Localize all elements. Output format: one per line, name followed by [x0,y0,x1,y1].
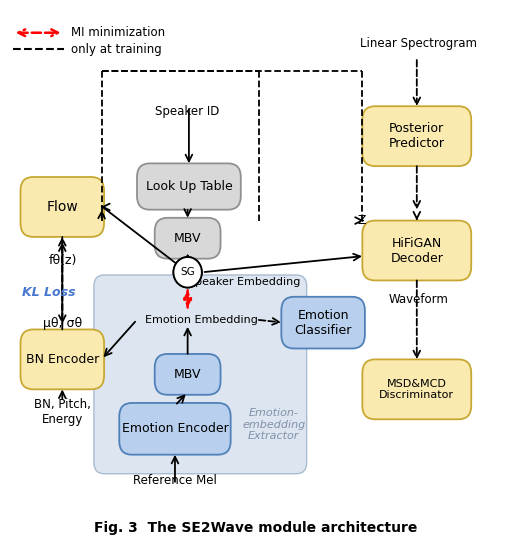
Text: KL Loss: KL Loss [22,286,75,299]
FancyBboxPatch shape [94,275,307,474]
Text: μθ, σθ: μθ, σθ [43,317,82,331]
Text: only at training: only at training [71,42,162,56]
FancyBboxPatch shape [137,163,241,210]
FancyBboxPatch shape [155,218,221,258]
Text: Z: Z [357,214,366,227]
Text: Posterior
Predictor: Posterior Predictor [389,122,445,150]
Text: Speaker Embedding: Speaker Embedding [187,277,300,287]
Text: Reference Mel: Reference Mel [133,474,217,487]
Text: Linear Spectrogram: Linear Spectrogram [359,37,477,50]
FancyBboxPatch shape [281,297,365,349]
Text: Waveform: Waveform [388,293,448,306]
Text: SG: SG [180,267,195,277]
FancyBboxPatch shape [20,177,104,237]
FancyBboxPatch shape [119,403,231,455]
FancyBboxPatch shape [362,221,471,280]
Text: Fig. 3  The SE2Wave module architecture: Fig. 3 The SE2Wave module architecture [94,521,418,535]
Text: Speaker ID: Speaker ID [156,105,220,118]
Text: HiFiGAN
Decoder: HiFiGAN Decoder [390,236,443,265]
Text: MBV: MBV [174,368,201,381]
Text: MBV: MBV [174,232,201,245]
Text: SG: SG [180,267,195,277]
FancyBboxPatch shape [362,106,471,166]
FancyBboxPatch shape [362,359,471,419]
Text: Flow: Flow [47,200,78,214]
Text: Emotion
Classifier: Emotion Classifier [294,309,352,337]
Text: Emotion-
embedding
Extractor: Emotion- embedding Extractor [242,408,305,441]
Text: BN, Pitch,
Energy: BN, Pitch, Energy [34,398,91,426]
Circle shape [174,257,202,288]
Text: fθ(z): fθ(z) [48,254,77,267]
Circle shape [174,257,202,288]
Text: Emotion Encoder: Emotion Encoder [121,422,228,435]
Text: MSD&MCD
Discriminator: MSD&MCD Discriminator [379,378,454,400]
FancyBboxPatch shape [155,354,221,395]
FancyBboxPatch shape [20,329,104,389]
Text: Emotion Embedding: Emotion Embedding [144,315,258,324]
Text: Look Up Table: Look Up Table [145,180,232,193]
Text: MI minimization: MI minimization [71,26,165,39]
Text: BN Encoder: BN Encoder [26,353,99,366]
